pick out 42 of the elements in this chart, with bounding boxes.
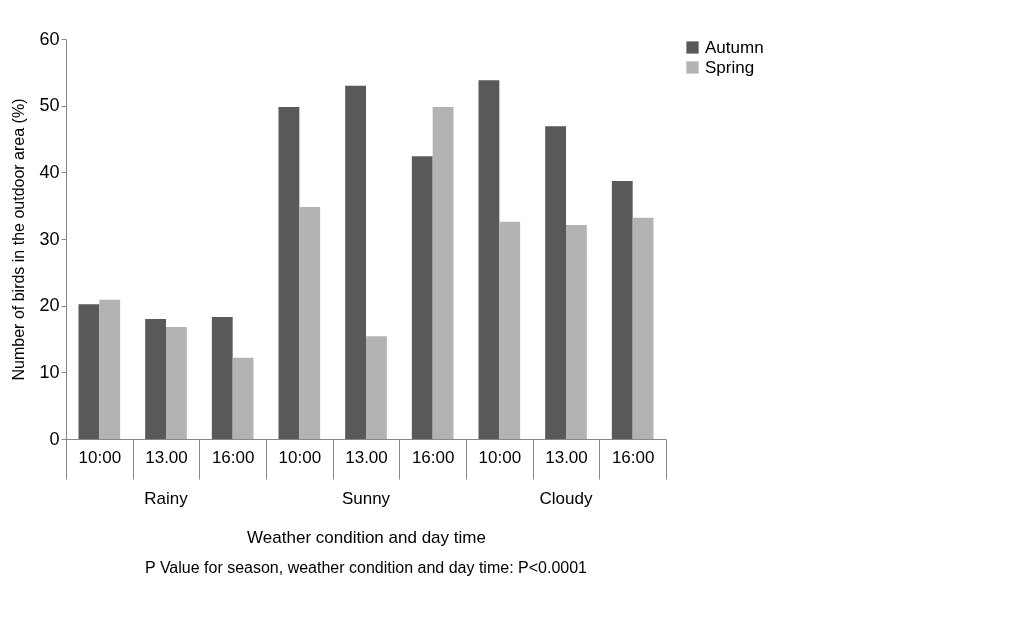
y-tick-label: 10	[39, 361, 60, 382]
text: Sunny	[341, 489, 391, 508]
bar	[211, 317, 233, 439]
legend-label: Spring	[705, 57, 755, 77]
bar	[632, 217, 654, 439]
bar	[566, 225, 587, 439]
y-tick-label: 0	[49, 428, 60, 449]
x-tick-label: 16:00	[211, 447, 255, 467]
text: Cloudy	[539, 489, 593, 508]
y-axis-title: Number of birds in the outdoor area (%)	[10, 98, 28, 381]
x-tick-label: 16:00	[611, 447, 655, 467]
bar	[78, 304, 100, 439]
bar	[99, 299, 121, 439]
y-tick-label: 20	[39, 295, 60, 316]
bar	[411, 156, 433, 439]
bar	[611, 181, 633, 439]
y-tick-label: 40	[39, 161, 60, 182]
bar	[545, 126, 566, 439]
bar	[366, 336, 387, 439]
x-tick-label: 10:00	[478, 447, 522, 467]
x-tick-label: 13.00	[145, 447, 188, 467]
y-tick-label: 30	[39, 228, 60, 249]
x-tick-label: 10:00	[278, 447, 322, 467]
text: P Value for season, weather condition and day time: P<0.0001	[145, 558, 588, 576]
bar	[478, 80, 500, 439]
x-tick-label: 10:00	[78, 447, 122, 467]
bar	[166, 327, 187, 439]
text: Rainy	[144, 489, 189, 508]
x-axis-title: Weather condition and day time	[247, 528, 486, 547]
x-tick-label: 16:00	[411, 447, 455, 467]
bar	[499, 221, 521, 439]
y-tick-label: 60	[39, 28, 60, 49]
bar	[232, 357, 254, 439]
bar	[299, 207, 321, 439]
x-tick-label: 13.00	[545, 447, 588, 467]
legend-label: Autumn	[705, 37, 764, 57]
x-tick-label: 13.00	[345, 447, 388, 467]
bar	[145, 319, 166, 439]
bar	[345, 85, 366, 439]
bar	[432, 107, 454, 439]
y-tick-label: 50	[39, 95, 60, 116]
bar	[278, 107, 300, 439]
